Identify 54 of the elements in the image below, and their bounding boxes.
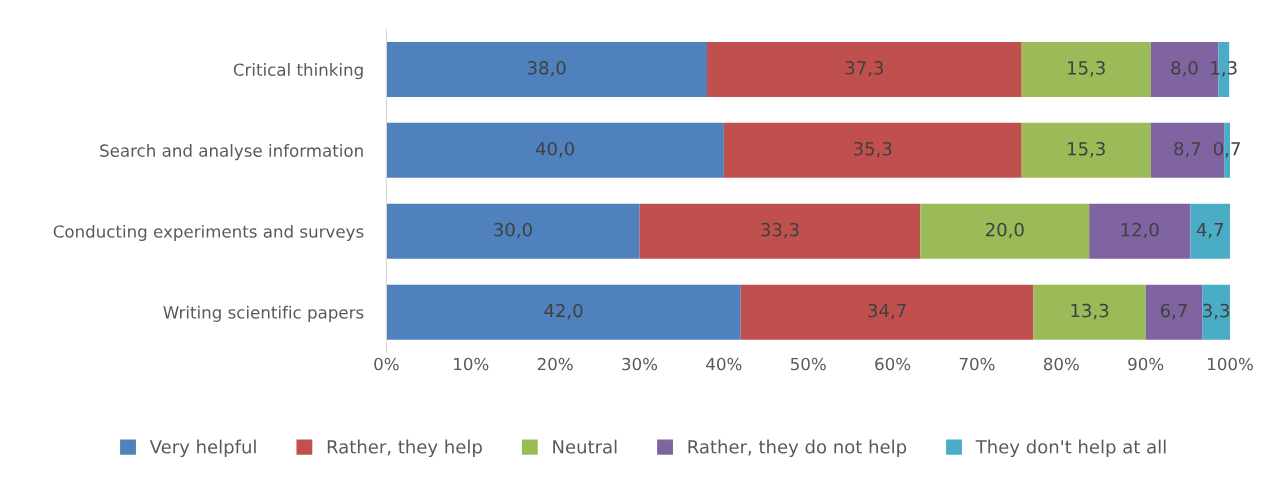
bar [386, 41, 707, 97]
y-tick-label: Writing scientific papers [163, 305, 364, 322]
bar [1033, 284, 1146, 340]
bar [706, 41, 1022, 97]
x-tick-label: 70% [959, 357, 995, 371]
data-label: 12,0 [1121, 222, 1159, 239]
x-tick-label: 30% [622, 357, 658, 371]
x-tick-label: 10% [454, 357, 489, 371]
data-label: 15,3 [1068, 141, 1105, 158]
bar [1202, 284, 1231, 340]
x-tick-label: 50% [790, 357, 826, 371]
legend-label: Very helpful [149, 439, 256, 458]
data-label: 8,0 [1171, 61, 1198, 77]
legend-label: Rather, they do not help [688, 439, 907, 458]
bar [740, 284, 1034, 340]
data-label: 4,7 [1196, 223, 1224, 239]
bar [1089, 203, 1191, 259]
bar [1145, 284, 1203, 340]
data-label: 8,7 [1174, 141, 1201, 158]
data-label: 38,0 [527, 61, 566, 77]
bar [1021, 122, 1151, 178]
data-label: 20,0 [986, 222, 1024, 239]
bar [386, 284, 741, 340]
bar [1021, 41, 1151, 97]
data-label: 37,3 [845, 61, 883, 77]
data-label: 3,3 [1203, 303, 1230, 320]
bar [920, 203, 1090, 259]
data-label: 33,3 [761, 222, 799, 239]
x-tick-label: 60% [875, 357, 911, 371]
x-tick-label: 0% [374, 357, 399, 371]
bar [639, 203, 921, 259]
legend-label: They don't help at all [975, 439, 1166, 458]
legend-label: Rather, they help [327, 439, 482, 458]
data-label: 6,7 [1160, 303, 1187, 320]
y-tick-label: Critical thinking [233, 63, 363, 80]
data-label: 35,3 [854, 141, 892, 158]
data-label: 15,3 [1068, 61, 1105, 77]
legend-label: Neutral [553, 439, 617, 454]
bar [386, 203, 640, 259]
data-label: 30,0 [494, 222, 532, 239]
x-tick-label: 40% [706, 357, 742, 371]
bar [723, 122, 1022, 178]
y-tick-label: Conducting experiments and surveys [53, 224, 364, 242]
x-tick-label: 100% [1208, 357, 1253, 371]
data-label: 13,3 [1071, 303, 1109, 320]
data-label: 34,7 [868, 303, 906, 320]
data-label: 42,0 [544, 303, 583, 320]
x-tick-label: 90% [1128, 357, 1164, 371]
bar [386, 122, 724, 178]
data-label: 40,0 [535, 141, 575, 158]
x-tick-label: 80% [1043, 357, 1079, 371]
y-tick-label: Search and analyse information [100, 144, 363, 161]
bar [1190, 203, 1231, 259]
x-tick-label: 20% [537, 357, 573, 371]
